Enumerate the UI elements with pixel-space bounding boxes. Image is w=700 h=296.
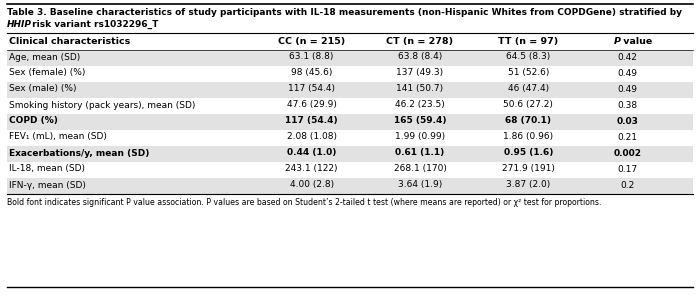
Bar bbox=[7, 50, 693, 66]
Text: 68 (70.1): 68 (70.1) bbox=[505, 117, 552, 126]
Text: 271.9 (191): 271.9 (191) bbox=[502, 165, 555, 173]
Text: 0.49: 0.49 bbox=[617, 84, 638, 94]
Text: 137 (49.3): 137 (49.3) bbox=[396, 68, 444, 78]
Text: 64.5 (8.3): 64.5 (8.3) bbox=[506, 52, 550, 62]
Text: 0.03: 0.03 bbox=[617, 117, 638, 126]
Text: 1.99 (0.99): 1.99 (0.99) bbox=[395, 133, 445, 141]
Text: Bold font indicates significant P value association. P values are based on Stude: Bold font indicates significant P value … bbox=[7, 198, 601, 207]
Text: 50.6 (27.2): 50.6 (27.2) bbox=[503, 101, 553, 110]
Text: IL-18, mean (SD): IL-18, mean (SD) bbox=[9, 165, 85, 173]
Text: 2.08 (1.08): 2.08 (1.08) bbox=[286, 133, 337, 141]
Bar bbox=[7, 146, 693, 162]
Text: 47.6 (29.9): 47.6 (29.9) bbox=[286, 101, 337, 110]
Text: 3.87 (2.0): 3.87 (2.0) bbox=[506, 181, 550, 189]
Text: risk variant rs1032296_T: risk variant rs1032296_T bbox=[29, 20, 158, 29]
Text: 0.49: 0.49 bbox=[617, 68, 638, 78]
Text: 0.38: 0.38 bbox=[617, 101, 638, 110]
Text: 1.86 (0.96): 1.86 (0.96) bbox=[503, 133, 554, 141]
Bar bbox=[7, 114, 693, 130]
Text: 46 (47.4): 46 (47.4) bbox=[508, 84, 549, 94]
Text: P: P bbox=[613, 37, 620, 46]
Text: 0.002: 0.002 bbox=[613, 149, 641, 157]
Text: FEV₁ (mL), mean (SD): FEV₁ (mL), mean (SD) bbox=[9, 133, 107, 141]
Bar bbox=[7, 82, 693, 98]
Text: 117 (54.4): 117 (54.4) bbox=[288, 84, 335, 94]
Text: 117 (54.4): 117 (54.4) bbox=[286, 117, 338, 126]
Bar bbox=[7, 178, 693, 194]
Text: value: value bbox=[620, 37, 652, 46]
Text: 141 (50.7): 141 (50.7) bbox=[396, 84, 444, 94]
Text: 268.1 (170): 268.1 (170) bbox=[393, 165, 447, 173]
Text: Smoking history (pack years), mean (SD): Smoking history (pack years), mean (SD) bbox=[9, 101, 195, 110]
Text: 4.00 (2.8): 4.00 (2.8) bbox=[290, 181, 334, 189]
Text: 0.95 (1.6): 0.95 (1.6) bbox=[504, 149, 553, 157]
Text: Exacerbations/y, mean (SD): Exacerbations/y, mean (SD) bbox=[9, 149, 149, 157]
Text: Clinical characteristics: Clinical characteristics bbox=[9, 37, 130, 46]
Text: Sex (male) (%): Sex (male) (%) bbox=[9, 84, 76, 94]
Text: CC (n = 215): CC (n = 215) bbox=[278, 37, 345, 46]
Text: Sex (female) (%): Sex (female) (%) bbox=[9, 68, 85, 78]
Text: 0.2: 0.2 bbox=[620, 181, 635, 189]
Text: 46.2 (23.5): 46.2 (23.5) bbox=[395, 101, 444, 110]
Text: 63.8 (8.4): 63.8 (8.4) bbox=[398, 52, 442, 62]
Text: HHIP: HHIP bbox=[7, 20, 32, 29]
Text: IFN-γ, mean (SD): IFN-γ, mean (SD) bbox=[9, 181, 86, 189]
Text: Table 3. Baseline characteristics of study participants with IL-18 measurements : Table 3. Baseline characteristics of stu… bbox=[7, 8, 682, 17]
Text: CT (n = 278): CT (n = 278) bbox=[386, 37, 454, 46]
Text: COPD (%): COPD (%) bbox=[9, 117, 58, 126]
Text: 0.42: 0.42 bbox=[617, 52, 638, 62]
Text: 0.17: 0.17 bbox=[617, 165, 638, 173]
Text: 165 (59.4): 165 (59.4) bbox=[393, 117, 446, 126]
Text: 98 (45.6): 98 (45.6) bbox=[291, 68, 332, 78]
Text: Age, mean (SD): Age, mean (SD) bbox=[9, 52, 80, 62]
Text: 0.21: 0.21 bbox=[617, 133, 638, 141]
Text: 0.44 (1.0): 0.44 (1.0) bbox=[287, 149, 336, 157]
Text: 3.64 (1.9): 3.64 (1.9) bbox=[398, 181, 442, 189]
Text: 51 (52.6): 51 (52.6) bbox=[508, 68, 549, 78]
Text: TT (n = 97): TT (n = 97) bbox=[498, 37, 559, 46]
Text: 63.1 (8.8): 63.1 (8.8) bbox=[289, 52, 334, 62]
Text: 0.61 (1.1): 0.61 (1.1) bbox=[395, 149, 444, 157]
Text: 243.1 (122): 243.1 (122) bbox=[286, 165, 338, 173]
